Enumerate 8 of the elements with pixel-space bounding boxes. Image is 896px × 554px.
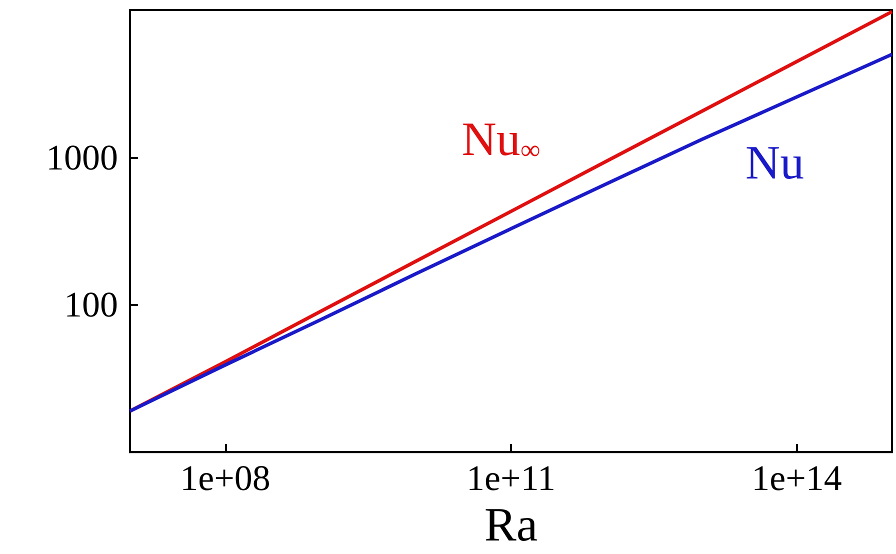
series-label: Nu <box>745 136 804 190</box>
y-tick-label: 1000 <box>46 137 118 178</box>
x-tick-label: 1e+11 <box>466 458 556 498</box>
series-label: Nu∞ <box>462 112 540 166</box>
y-tick-label: 100 <box>64 284 118 325</box>
x-tick-label: 1e+14 <box>752 458 842 498</box>
x-axis-title: Ra <box>484 498 538 552</box>
x-tick-label: 1e+08 <box>180 458 270 498</box>
